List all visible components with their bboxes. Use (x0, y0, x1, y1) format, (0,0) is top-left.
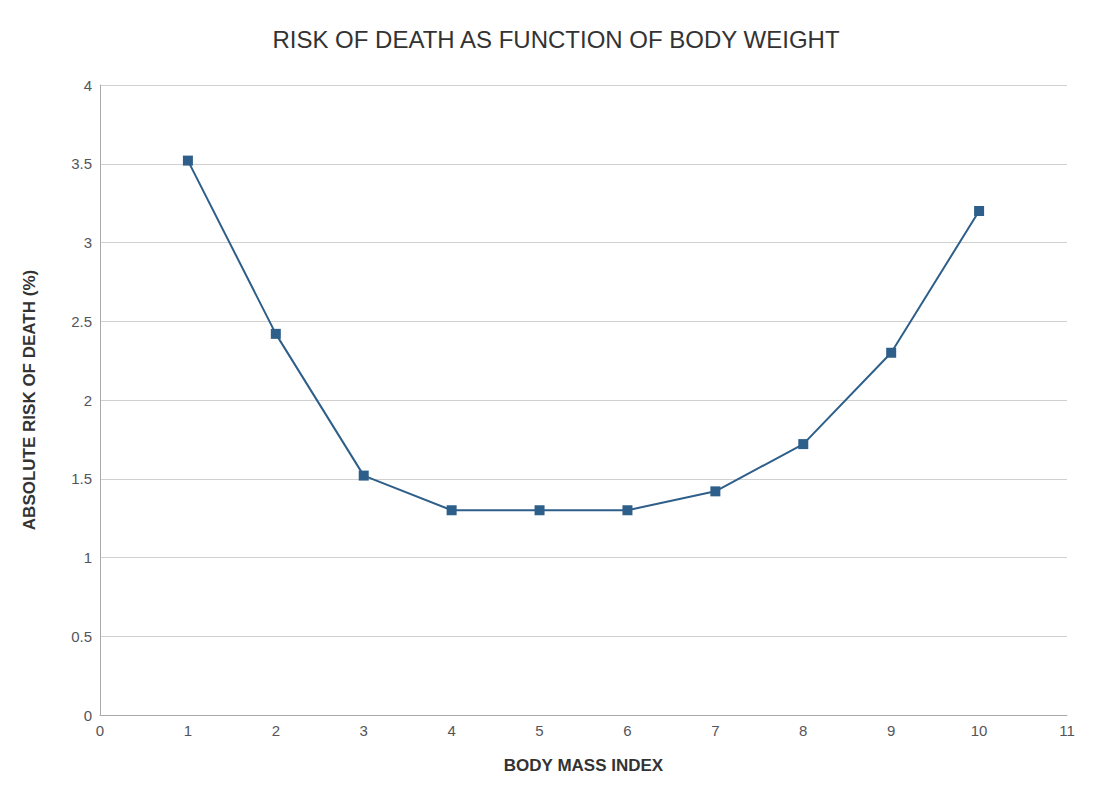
svg-text:1: 1 (84, 549, 92, 566)
svg-text:6: 6 (623, 722, 631, 739)
svg-text:1.5: 1.5 (71, 470, 92, 487)
svg-text:2: 2 (84, 392, 92, 409)
svg-text:0: 0 (84, 707, 92, 724)
svg-text:7: 7 (711, 722, 719, 739)
svg-text:2.5: 2.5 (71, 313, 92, 330)
svg-text:5: 5 (535, 722, 543, 739)
svg-text:1: 1 (184, 722, 192, 739)
svg-text:2: 2 (272, 722, 280, 739)
svg-text:11: 11 (1059, 722, 1075, 739)
svg-text:3: 3 (360, 722, 368, 739)
svg-text:3: 3 (84, 234, 92, 251)
svg-text:9: 9 (887, 722, 895, 739)
svg-text:0: 0 (96, 722, 104, 739)
svg-text:3.5: 3.5 (71, 155, 92, 172)
svg-text:RISK OF DEATH AS FUNCTION OF B: RISK OF DEATH AS FUNCTION OF BODY WEIGHT (272, 26, 839, 53)
svg-text:10: 10 (971, 722, 988, 739)
svg-text:BODY MASS INDEX: BODY MASS INDEX (504, 756, 664, 775)
svg-text:4: 4 (84, 77, 92, 94)
svg-text:8: 8 (799, 722, 807, 739)
svg-text:4: 4 (447, 722, 455, 739)
svg-text:0.5: 0.5 (71, 628, 92, 645)
svg-text:ABSOLUTE RISK OF DEATH (%): ABSOLUTE RISK OF DEATH (%) (20, 270, 39, 530)
